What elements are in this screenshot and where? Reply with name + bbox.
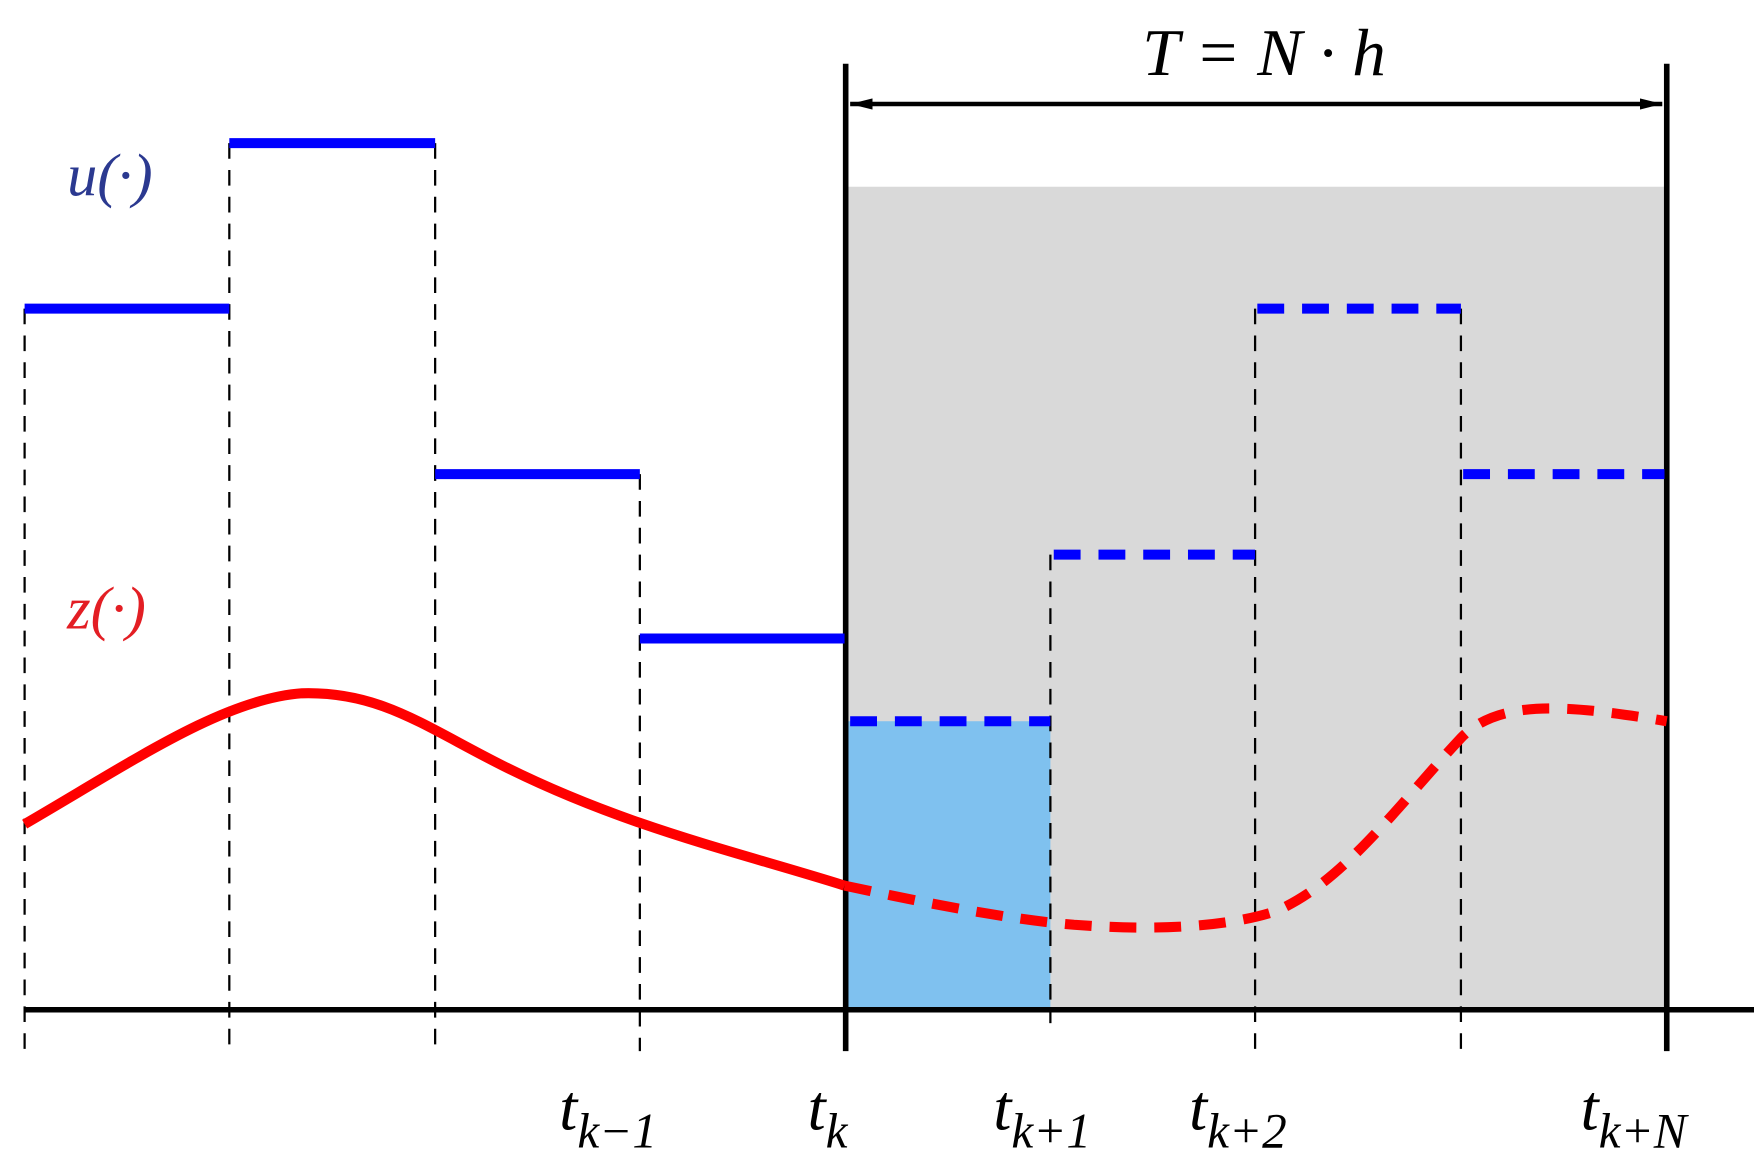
time-label: tk+2 [1189,1072,1287,1158]
horizon-label: T = N · h [1142,15,1386,90]
time-label-sub: k+N [1599,1103,1690,1158]
state-past [22,688,847,891]
time-label: tk+N [1581,1072,1690,1158]
time-label-sub: k+1 [1011,1103,1091,1158]
input-label: u(·) [67,143,153,210]
input-past [24,138,845,644]
state-label: z(·) [66,575,146,642]
time-label-base: t [808,1072,828,1144]
time-label: tk−1 [559,1072,657,1158]
first-interval [847,721,1051,1010]
time-label-sub: k−1 [577,1103,657,1158]
time-label-sub: k+2 [1207,1103,1287,1158]
time-labels: tk−1 tk tk+1 tk+2 tk+N [559,1072,1689,1158]
input-predicted [850,303,1665,727]
time-label-base: t [993,1072,1013,1144]
time-label-base: t [559,1072,579,1144]
time-label: tk [808,1072,849,1158]
state-predicted [843,703,1668,933]
time-label-base: t [1581,1072,1601,1144]
time-label-sub: k [826,1103,849,1158]
time-label-base: t [1189,1072,1209,1144]
time-label: tk+1 [993,1072,1091,1158]
